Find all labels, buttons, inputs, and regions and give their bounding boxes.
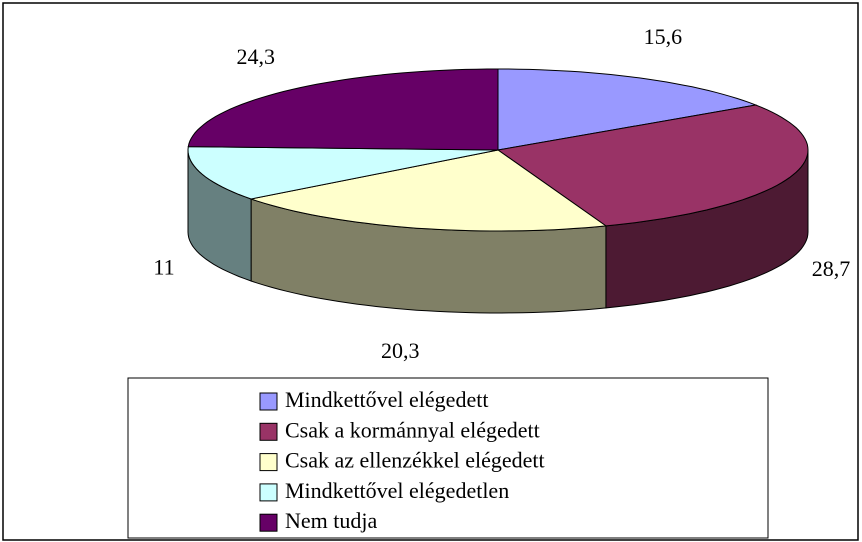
slice xyxy=(187,146,499,200)
slice xyxy=(496,104,809,227)
data-label: 24,3 xyxy=(237,44,276,69)
data-label: 15,6 xyxy=(644,24,683,49)
data-label: 20,3 xyxy=(381,338,420,363)
legend-box xyxy=(127,377,769,539)
legend-label: Nem tudja xyxy=(285,508,377,533)
legend-label: Csak a kormánnyal elégedett xyxy=(285,417,540,442)
legend-swatch xyxy=(259,453,278,472)
legend-label: Mindkettővel elégedetlen xyxy=(285,478,509,503)
legend-swatch xyxy=(259,483,278,502)
slice xyxy=(187,68,499,151)
data-label: 28,7 xyxy=(812,256,851,281)
legend-label: Csak az ellenzékkel elégedett xyxy=(285,448,545,473)
legend-swatch xyxy=(259,513,278,532)
legend-swatch xyxy=(259,422,278,441)
legend-swatch xyxy=(259,392,278,411)
data-label: 11 xyxy=(153,255,174,280)
slice xyxy=(497,68,758,151)
legend-label: Mindkettővel elégedett xyxy=(285,387,488,412)
slice xyxy=(249,149,608,232)
